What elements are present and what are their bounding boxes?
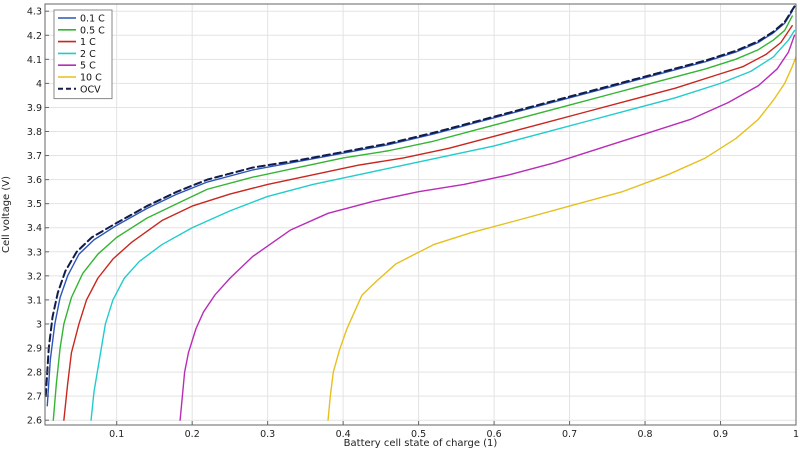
y-tick-label: 3.1 bbox=[27, 295, 42, 306]
series-line-2-c bbox=[90, 29, 796, 421]
y-tick-label: 3.7 bbox=[27, 151, 42, 162]
y-axis-label: Cell voltage (V) bbox=[1, 176, 12, 253]
legend-label: 0.5 C bbox=[80, 25, 105, 36]
legend-label: 5 C bbox=[80, 61, 96, 72]
x-tick-label: 0.2 bbox=[185, 429, 200, 440]
x-tick-label: 0.8 bbox=[637, 429, 652, 440]
y-tick-label: 4 bbox=[36, 79, 42, 90]
series-line-10-c bbox=[327, 56, 796, 421]
ticks-layer: 0.1 0.2 0.3 0.4 0.5 0.6 0.7 0.8 0.9 1 2.6 2.7 2.8 2.9… bbox=[27, 7, 799, 440]
y-tick-label: 3.3 bbox=[27, 247, 42, 258]
legend-box bbox=[53, 9, 113, 100]
y-tick-label: 3.9 bbox=[27, 103, 42, 114]
y-tick-label: 2.7 bbox=[27, 392, 42, 403]
y-tick-label: 3 bbox=[36, 319, 42, 330]
y-tick-label: 2.6 bbox=[27, 416, 42, 427]
legend-label: 0.1 C bbox=[80, 14, 105, 25]
x-tick-label: 0.5 bbox=[411, 429, 426, 440]
legend-label: 2 C bbox=[80, 49, 96, 60]
series-line-0-5-c bbox=[52, 15, 793, 421]
y-tick-label: 3.5 bbox=[27, 199, 42, 210]
legend-label: 10 C bbox=[80, 73, 102, 84]
series-line-0-1-c bbox=[46, 10, 793, 407]
x-tick-label: 1 bbox=[793, 429, 799, 440]
x-tick-label: 0.3 bbox=[260, 429, 275, 440]
y-tick-label: 3.6 bbox=[27, 175, 42, 186]
y-tick-label: 3.8 bbox=[27, 127, 42, 138]
x-tick-label: 0.9 bbox=[713, 429, 728, 440]
y-tick-label: 4.3 bbox=[27, 7, 42, 18]
x-tick-label: 0.7 bbox=[562, 429, 577, 440]
y-tick-label: 4.2 bbox=[27, 31, 42, 42]
legend-label: OCV bbox=[80, 84, 101, 95]
plot-frame bbox=[44, 3, 797, 426]
series-line-5-c bbox=[179, 34, 796, 421]
y-tick-label: 4.1 bbox=[27, 55, 42, 66]
x-tick-label: 0.1 bbox=[109, 429, 124, 440]
plot-area bbox=[45, 4, 796, 425]
legend-label: 1 C bbox=[80, 37, 96, 48]
series-line-1-c bbox=[63, 24, 793, 421]
series-layer bbox=[45, 5, 796, 421]
x-tick-label: 0.6 bbox=[487, 429, 502, 440]
series-line-ocv bbox=[45, 5, 796, 398]
x-tick-label: 0.4 bbox=[336, 429, 351, 440]
y-tick-label: 2.9 bbox=[27, 344, 42, 355]
y-tick-label: 3.2 bbox=[27, 271, 42, 282]
y-tick-label: 3.4 bbox=[27, 223, 42, 234]
y-tick-label: 2.8 bbox=[27, 368, 42, 379]
x-axis-label: Battery cell state of charge (1) bbox=[344, 438, 498, 449]
